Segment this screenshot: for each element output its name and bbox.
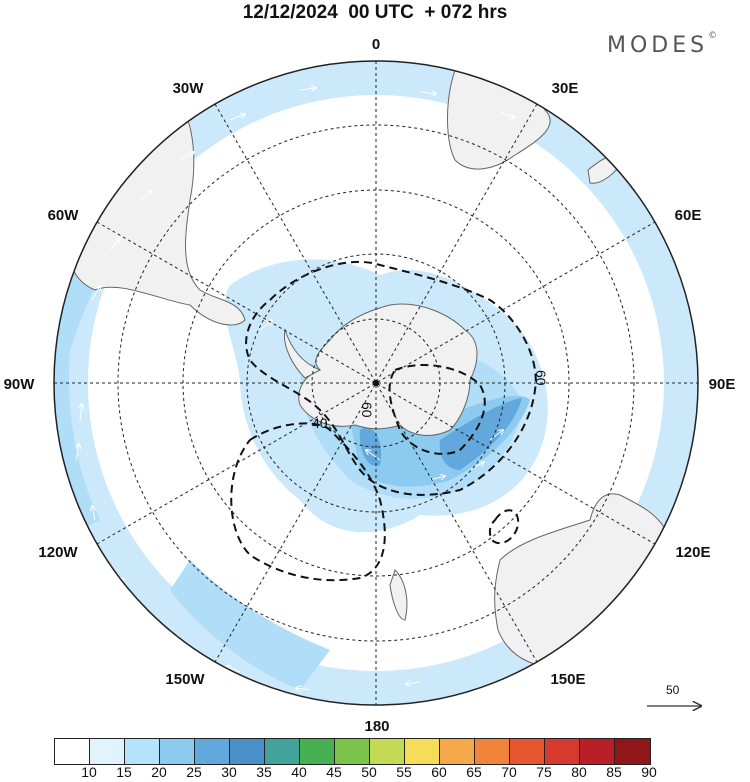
new-zealand: [389, 569, 408, 621]
colorbar-swatch: [440, 739, 475, 764]
lon-label-30w: 30W: [173, 80, 205, 97]
height-contours: [230, 261, 537, 582]
colorbar-swatch: [615, 739, 650, 764]
colorbar-tick-label: 35: [256, 764, 272, 780]
pole-dot-icon: [373, 380, 379, 386]
lon-label-60e: 60E: [675, 207, 702, 224]
map-boundary: [53, 60, 699, 706]
colorbar-tick-label: 85: [606, 764, 622, 780]
lon-label-150e: 150E: [550, 671, 585, 688]
lon-label-180: 180: [364, 718, 389, 735]
colorbar-swatch: [475, 739, 510, 764]
colorbar-tick-label: 70: [501, 764, 517, 780]
contour-label-60-east: 60: [533, 370, 549, 386]
brand-mark: ©: [708, 31, 718, 41]
longitude-labels: 0 30E 60E 90E 120E 150E 180 150W 120W 90…: [4, 36, 736, 735]
lon-label-0: 0: [372, 36, 380, 53]
colorbar-swatch: [510, 739, 545, 764]
colorbar-swatch: [300, 739, 335, 764]
colorbar-swatch: [580, 739, 615, 764]
brand-name: MODES: [607, 33, 709, 58]
lon-label-60w: 60W: [48, 207, 80, 224]
colorbar-tick-label: 50: [361, 764, 377, 780]
lon-label-30e: 30E: [552, 80, 579, 97]
colorbar-swatch: [230, 739, 265, 764]
colorbar-tick-label: 15: [116, 764, 132, 780]
colorbar-swatch: [370, 739, 405, 764]
colorbar-swatch: [125, 739, 160, 764]
lon-label-90e: 90E: [709, 376, 736, 393]
colorbar-tick-label: 40: [291, 764, 307, 780]
colorbar-tick-label: 25: [186, 764, 202, 780]
contour-small: [488, 509, 520, 545]
colorbar-tick-label: 30: [221, 764, 237, 780]
reference-vector-label: 50: [666, 683, 680, 697]
contour-south: [230, 422, 386, 582]
colorbar: [54, 738, 651, 765]
colorbar-swatch: [55, 739, 90, 764]
colorbar-swatch: [160, 739, 195, 764]
colorbar-tick-label: 10: [81, 764, 97, 780]
contour-outer: [245, 261, 537, 496]
contour-label-60-center: 60: [359, 402, 375, 418]
colorbar-swatch: [265, 739, 300, 764]
colorbar-tick-label: 90: [641, 764, 657, 780]
lon-label-120e: 120E: [675, 544, 710, 561]
colorbar-swatch: [545, 739, 580, 764]
graticule: [54, 61, 698, 705]
map-title: 12/12/2024 00 UTC + 072 hrs: [242, 2, 508, 23]
brand-logo: MODES©: [607, 31, 718, 58]
lon-label-150w: 150W: [165, 671, 205, 688]
colorbar-tick-label: 45: [326, 764, 342, 780]
colorbar-tick-label: 65: [466, 764, 482, 780]
colorbar-tick-label: 20: [151, 764, 167, 780]
antarctica: [298, 303, 478, 436]
colorbar-tick-label: 60: [431, 764, 447, 780]
colorbar-swatch: [195, 739, 230, 764]
colorbar-swatch: [90, 739, 125, 764]
colorbar-swatch: [405, 739, 440, 764]
contour-inner: [388, 364, 486, 455]
lon-label-90w: 90W: [4, 376, 36, 393]
contour-label-40: 40: [312, 415, 328, 431]
colorbar-tick-label: 55: [396, 764, 412, 780]
lon-label-120w: 120W: [38, 544, 78, 561]
colorbar-swatch: [335, 739, 370, 764]
colorbar-tick-label: 75: [536, 764, 552, 780]
colorbar-tick-label: 80: [571, 764, 587, 780]
